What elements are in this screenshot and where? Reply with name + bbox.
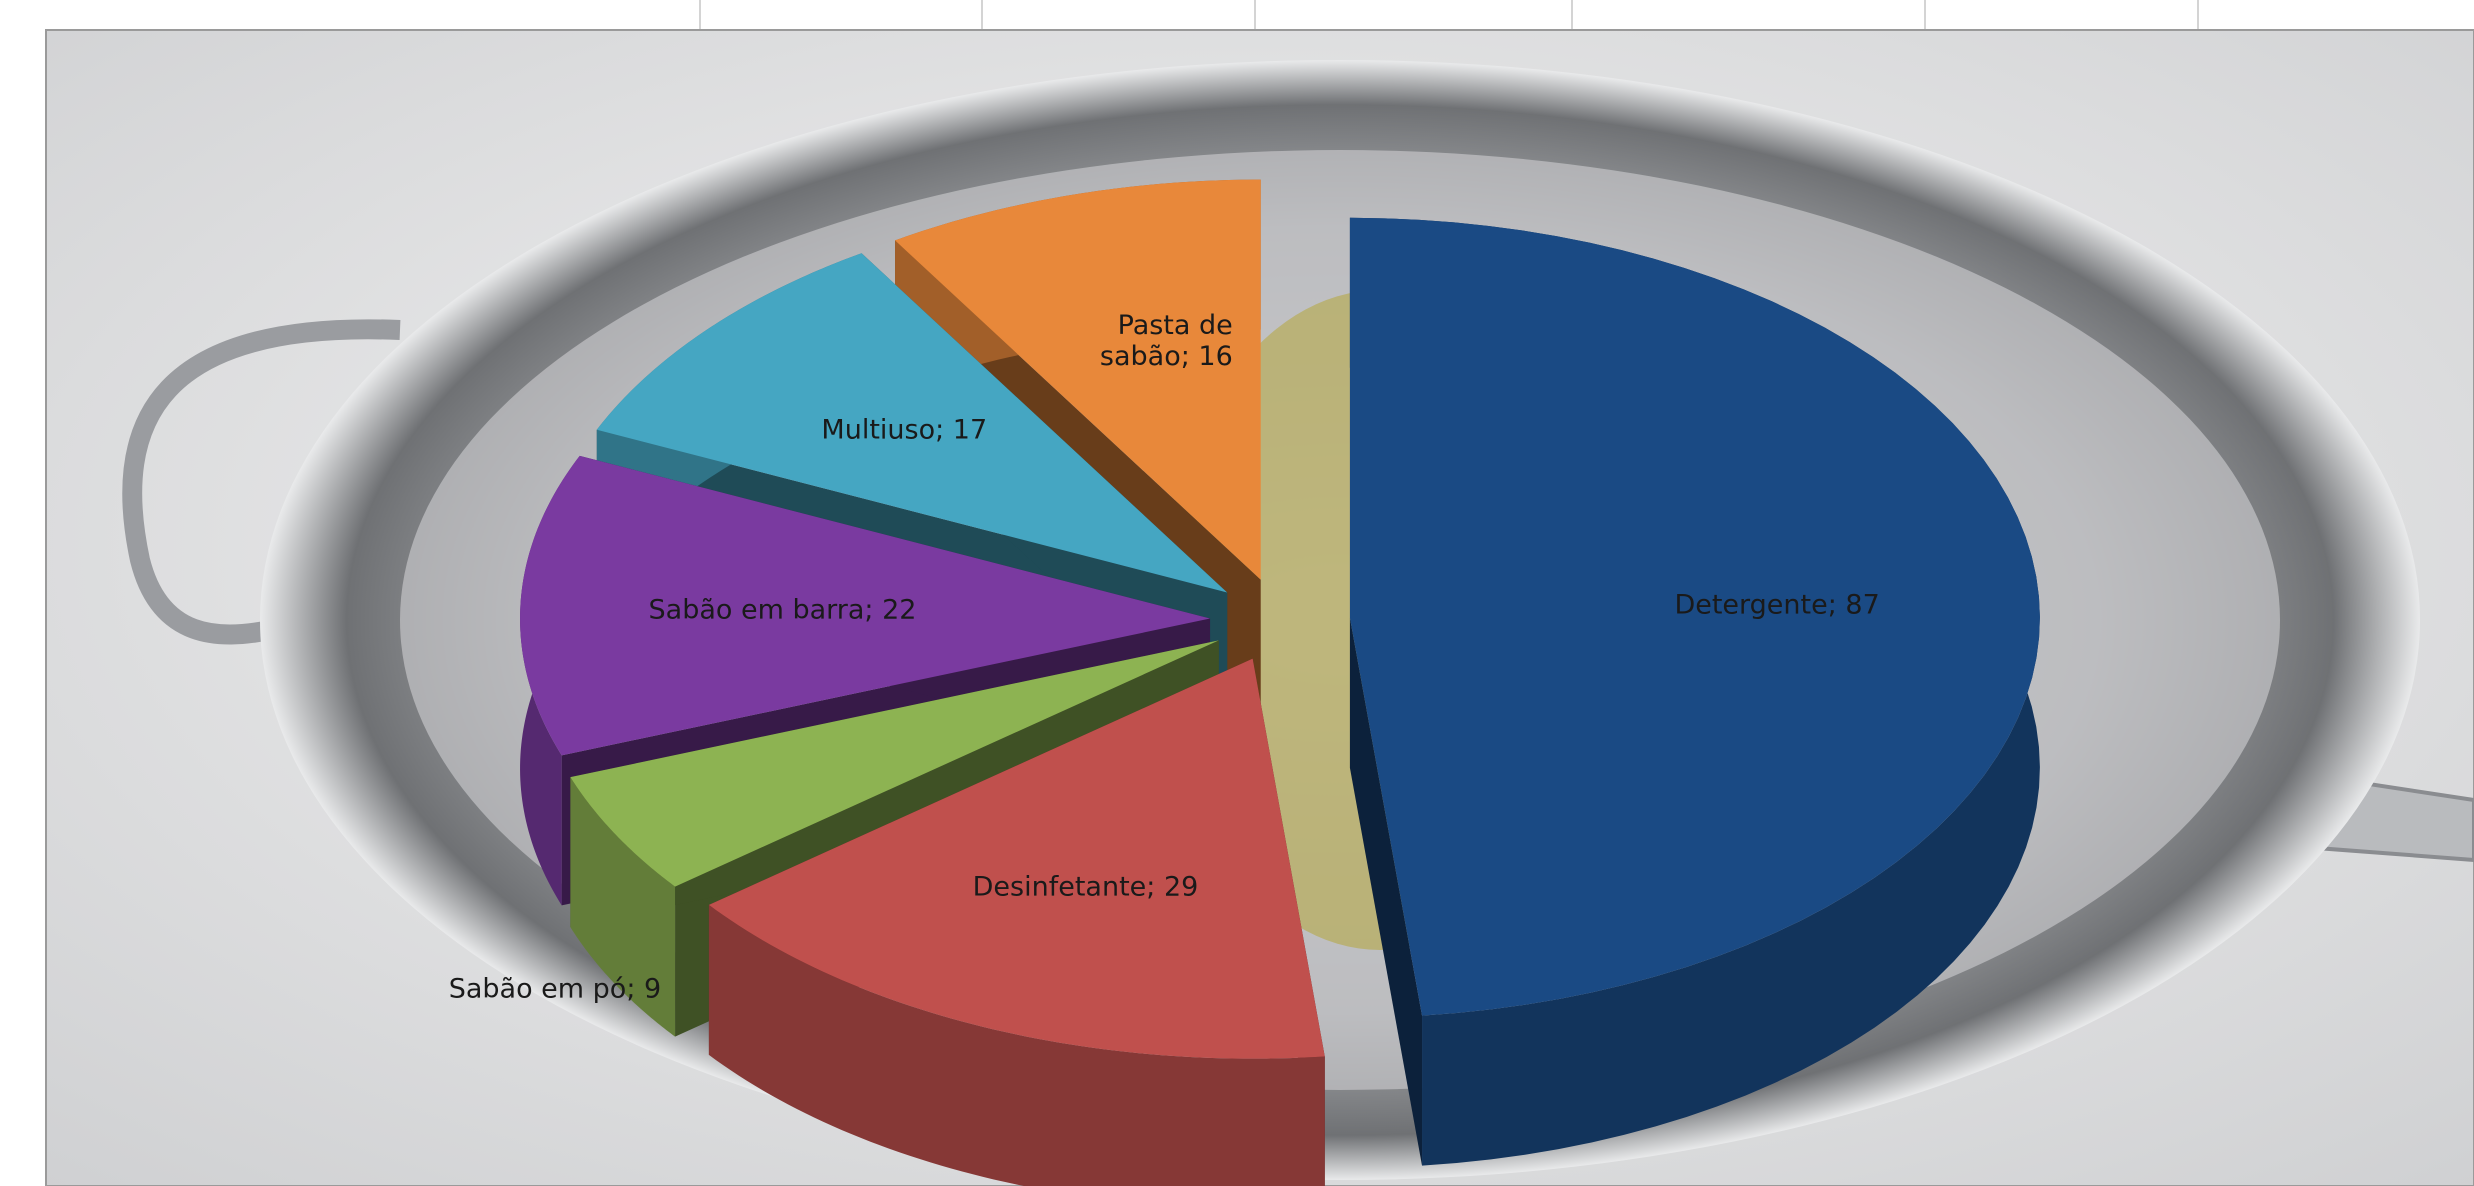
slice-top <box>596 253 1228 593</box>
sheet-header <box>0 0 2474 30</box>
slice-top <box>520 455 1211 756</box>
data-label: Pasta de sabão; 16 <box>1099 310 1233 373</box>
data-label: Sabão em barra; 22 <box>648 594 917 626</box>
data-label: Detergente; 87 <box>1674 589 1880 621</box>
slice <box>708 658 1325 1186</box>
slice-top <box>708 658 1325 1059</box>
pan-handle-loop <box>122 319 401 645</box>
sheet-grid <box>699 0 2199 30</box>
data-label: Multiuso; 17 <box>821 414 988 446</box>
slice-side <box>570 777 676 1037</box>
slice-side <box>708 904 1325 1186</box>
pie <box>520 179 2040 1186</box>
data-label: Desinfetante; 29 <box>972 871 1199 903</box>
data-label: Sabão em pó; 9 <box>448 973 662 1005</box>
slice-top <box>570 640 1219 887</box>
slice <box>1349 217 2040 1166</box>
slice-edge <box>1349 617 1423 1166</box>
slice-top <box>895 179 1261 580</box>
slice-top <box>1349 217 2040 1016</box>
